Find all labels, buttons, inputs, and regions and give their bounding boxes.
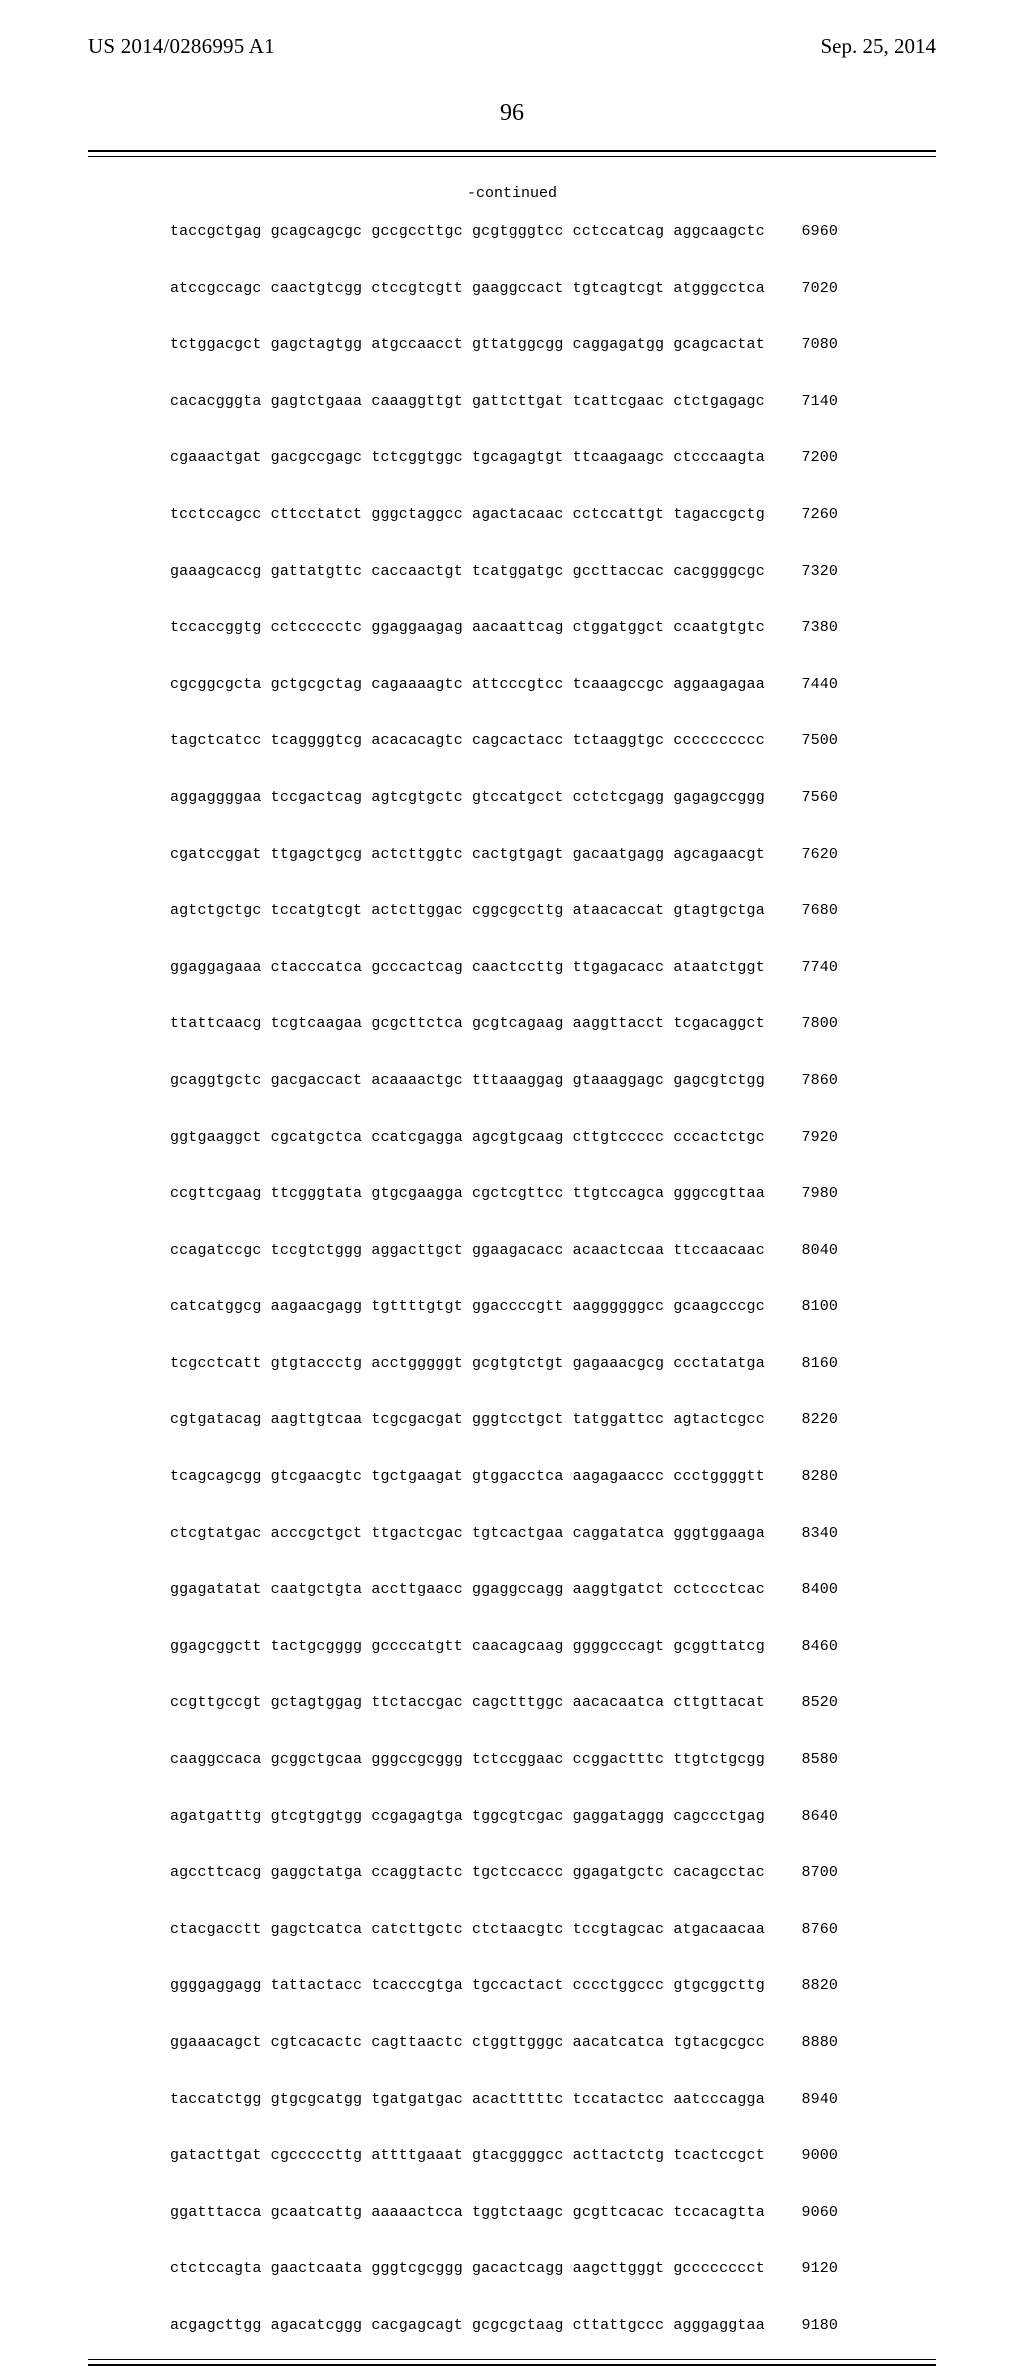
- publication-date: Sep. 25, 2014: [821, 34, 937, 59]
- publication-number: US 2014/0286995 A1: [88, 34, 275, 59]
- horizontal-rule-bottom: [88, 2359, 936, 2366]
- page-number: 96: [0, 100, 1024, 127]
- sequence-listing: taccgctgag gcagcagcgc gccgccttgc gcgtggg…: [170, 218, 838, 2340]
- horizontal-rule-top: [88, 150, 936, 157]
- page: US 2014/0286995 A1 Sep. 25, 2014 96 -con…: [0, 0, 1024, 1320]
- continued-label: -continued: [0, 185, 1024, 202]
